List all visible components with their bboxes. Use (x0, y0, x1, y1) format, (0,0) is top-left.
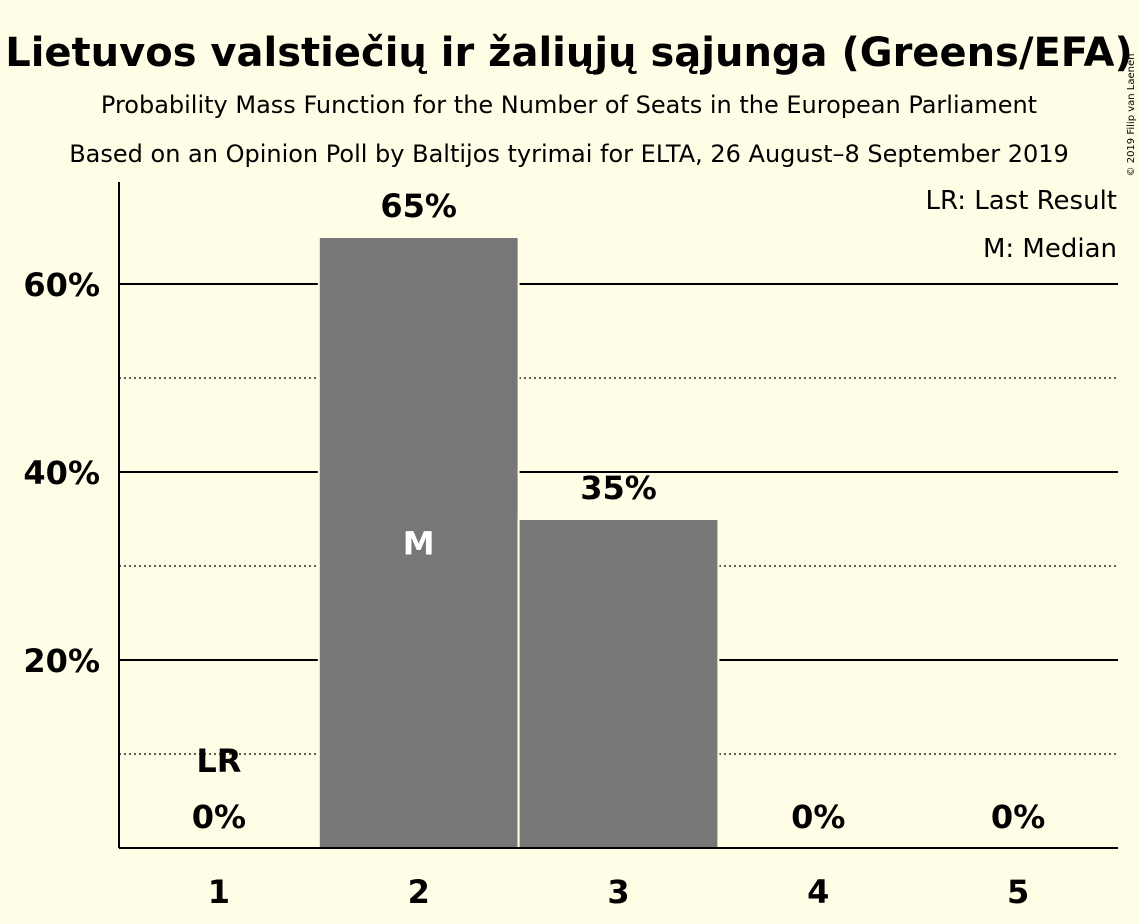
x-tick-label-2: 2 (408, 873, 430, 911)
labels: 20% 40% 60% 1 2 3 4 5 0% 65% 35% 0% 0% LR M (23, 187, 1045, 911)
chart-subtitle-2: Based on an Opinion Poll by Baltijos tyr… (69, 140, 1069, 168)
bars (317, 236, 720, 849)
chart-title: Lietuvos valstiečių ir žaliųjų sąjunga (… (5, 30, 1133, 76)
copyright-note: © 2019 Filip van Laenen (1126, 54, 1137, 177)
last-result-marker: LR (196, 742, 241, 780)
y-tick-label: 20% (23, 642, 100, 680)
bar-2 (317, 236, 520, 849)
y-tick-label: 60% (23, 266, 100, 304)
data-label-4: 0% (791, 798, 845, 836)
x-tick-label-1: 1 (208, 873, 230, 911)
x-tick-label-3: 3 (607, 873, 629, 911)
median-marker: M (403, 525, 435, 563)
data-label-2: 65% (380, 187, 457, 225)
gridlines (119, 283, 1118, 755)
y-tick-label: 40% (23, 454, 100, 492)
data-label-1: 0% (192, 798, 246, 836)
data-label-3: 35% (580, 469, 657, 507)
x-tick-label-5: 5 (1007, 873, 1029, 911)
chart-subtitle: Probability Mass Function for the Number… (101, 91, 1037, 119)
x-tick-label-4: 4 (807, 873, 829, 911)
legend-median: M: Median (983, 234, 1117, 264)
bar-3 (517, 518, 720, 849)
axes (118, 182, 1118, 849)
data-label-5: 0% (991, 798, 1045, 836)
legend-last-result: LR: Last Result (925, 186, 1117, 216)
